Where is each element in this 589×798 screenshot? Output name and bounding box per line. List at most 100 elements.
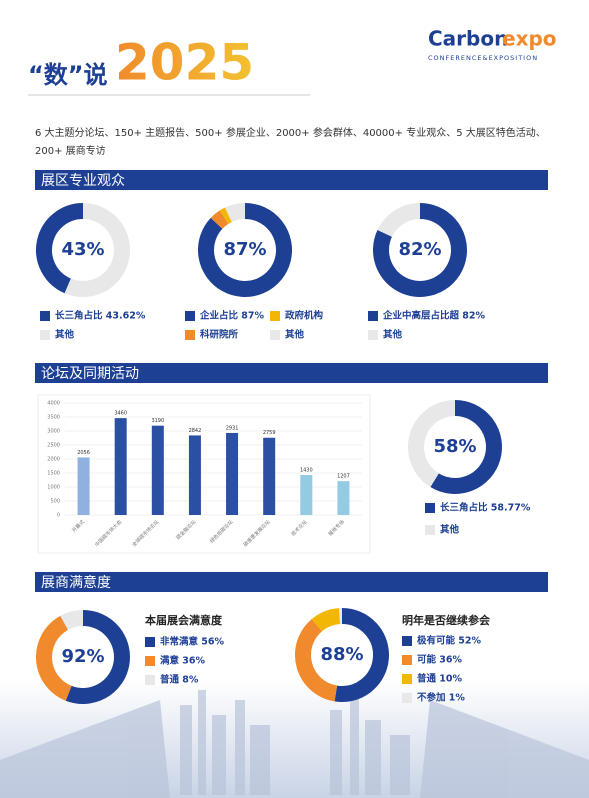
donut-center-label: 92% [61, 646, 104, 667]
legend-label: 不参加 1% [417, 692, 465, 704]
bar [77, 457, 90, 515]
legend-title: 本届展会满意度 [145, 613, 223, 627]
section-bar [35, 572, 548, 592]
y-tick-label: 0 [57, 513, 60, 519]
donut-segment [60, 610, 84, 631]
legend-label: 满意 36% [160, 655, 206, 667]
donut-segment [373, 203, 467, 297]
bar-value-label: 3460 [114, 411, 127, 417]
intro-line: 6 大主题分论坛、150+ 主题报告、500+ 参展企业、2000+ 参会群体、… [35, 126, 546, 139]
section-title: 展区专业观众 [41, 173, 125, 189]
section-title: 论坛及同期活动 [41, 366, 139, 382]
donut-hole [389, 219, 451, 281]
legend-swatch [40, 330, 50, 340]
bar [151, 425, 164, 515]
legend-swatch [145, 656, 155, 666]
title-year: 2025 [115, 34, 254, 92]
legend-label: 可能 36% [417, 654, 463, 666]
bar-value-label: 2842 [189, 428, 202, 434]
donut-hole [311, 624, 373, 686]
donut-center-label: 43% [61, 239, 104, 260]
intro-line: 200+ 展商专访 [35, 144, 106, 157]
bar-value-label: 2056 [77, 450, 90, 456]
chart-frame [37, 394, 371, 554]
bar-value-label: 2931 [226, 425, 239, 431]
bar-value-label: 1207 [337, 474, 350, 480]
donut-segment [408, 400, 456, 488]
bar [300, 474, 313, 515]
legend-swatch [185, 330, 195, 340]
legend-swatch [270, 311, 280, 321]
legend-title: 明年是否继续参会 [402, 613, 491, 627]
legend-swatch [402, 655, 412, 665]
y-tick-label: 4000 [47, 401, 60, 407]
legend-label: 政府机构 [285, 310, 324, 322]
y-tick-label: 3500 [47, 415, 60, 421]
legend-label: 极有可能 52% [417, 635, 482, 647]
donut-segment [219, 207, 232, 224]
legend-label: 企业中高层占比超 82% [382, 310, 486, 322]
legend-swatch [368, 330, 378, 340]
donut-center-label: 58% [433, 436, 476, 457]
legend-label: 普通 10% [417, 673, 463, 685]
legend-label: 其他 [383, 329, 403, 341]
legend-label: 其他 [285, 329, 305, 341]
section-title: 展商满意度 [41, 574, 111, 591]
section-bar [35, 363, 548, 383]
legend-swatch [185, 311, 195, 321]
donut-segment [64, 203, 130, 297]
y-tick-label: 2000 [47, 457, 60, 463]
donut-segment [377, 203, 421, 238]
bar [337, 481, 350, 515]
legend-swatch [40, 311, 50, 321]
donut-segment [311, 608, 341, 632]
donut-segment [295, 619, 338, 702]
logo-subtitle: CONFERENCE&EXPOSITION [428, 54, 538, 62]
donut-segment [36, 203, 84, 294]
donut-segment [36, 615, 73, 701]
legend-label: 普通 8% [160, 674, 199, 686]
legend-label: 企业占比 87% [199, 310, 265, 322]
legend-label: 非常满意 56% [160, 636, 225, 648]
legend-swatch [368, 311, 378, 321]
bar-value-label: 3190 [151, 418, 164, 424]
section-bar [35, 170, 548, 190]
donut-hole [52, 626, 114, 688]
donut-hole [424, 416, 486, 478]
donut-center-label: 82% [398, 239, 441, 260]
donut-hole [52, 219, 114, 281]
donut-segment [65, 610, 130, 704]
y-tick-label: 3000 [47, 429, 60, 435]
title-prefix: “数”说 [28, 61, 108, 89]
legend-swatch [402, 636, 412, 646]
donut-segment [224, 203, 246, 223]
legend-swatch [270, 330, 280, 340]
y-tick-label: 1000 [47, 485, 60, 491]
legend-swatch [145, 675, 155, 685]
legend-swatch [402, 674, 412, 684]
y-tick-label: 1500 [47, 471, 60, 477]
legend-swatch [145, 637, 155, 647]
legend-label: 长三角占比 58.77% [440, 502, 531, 514]
skyline [0, 690, 589, 798]
bar [263, 437, 276, 515]
donut-center-label: 88% [320, 644, 363, 665]
y-tick-label: 500 [50, 499, 60, 505]
donut-segment [210, 210, 229, 229]
legend-label: 其他 [55, 329, 75, 341]
legend-label: 科研院所 [200, 329, 239, 341]
donut-center-label: 87% [223, 239, 266, 260]
y-tick-label: 2500 [47, 443, 60, 449]
donut-hole [214, 219, 276, 281]
legend-label: 其他 [440, 524, 460, 536]
donut-segment [334, 608, 389, 702]
bar [114, 418, 127, 515]
bar-value-label: 1430 [300, 467, 313, 473]
legend-swatch [425, 525, 435, 535]
legend-label: 长三角占比 43.62% [55, 310, 146, 322]
legend-swatch [425, 503, 435, 513]
bar [226, 432, 239, 515]
legend-swatch [402, 693, 412, 703]
logo-expo: expo [502, 27, 557, 51]
